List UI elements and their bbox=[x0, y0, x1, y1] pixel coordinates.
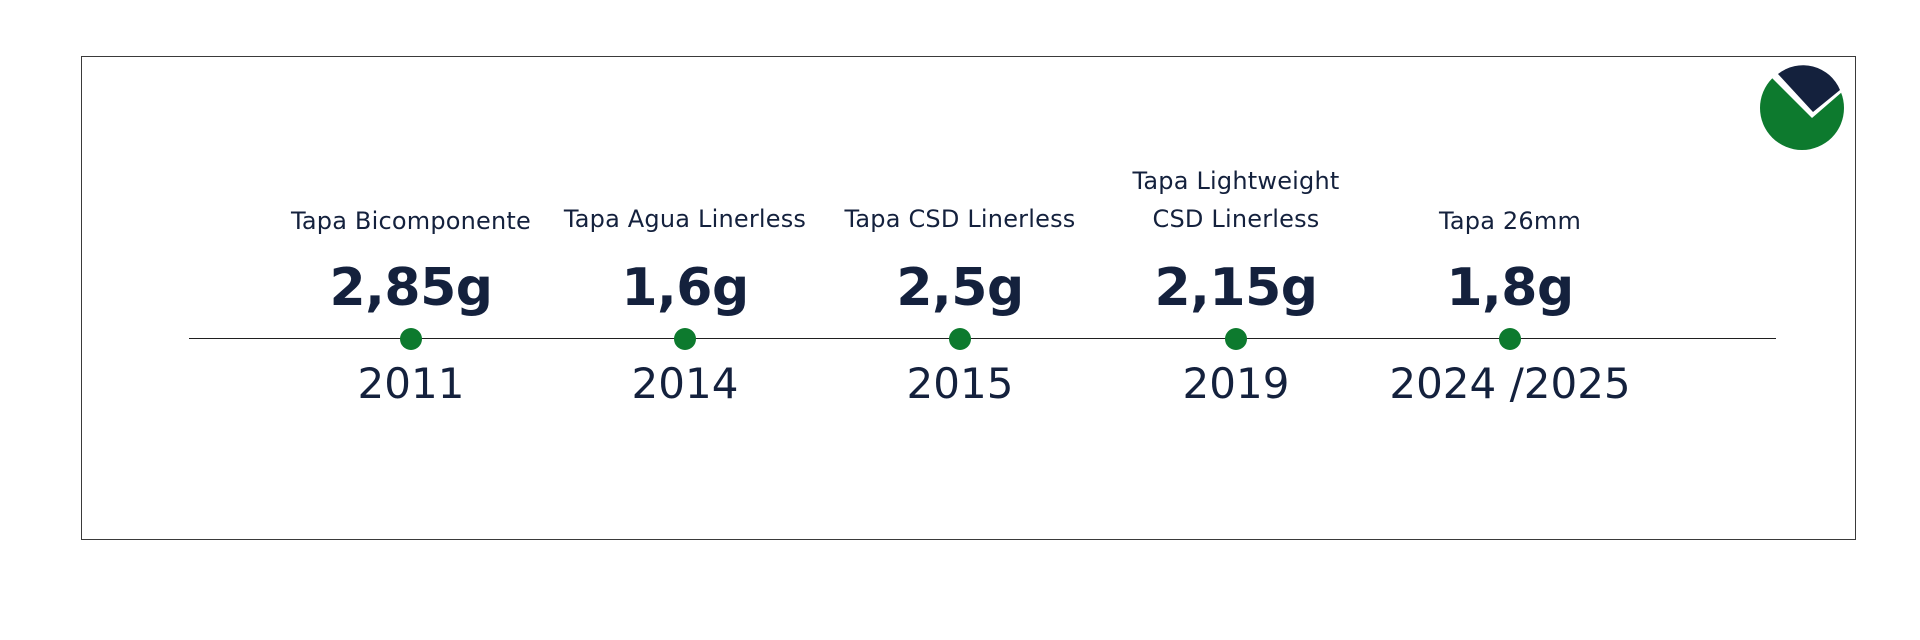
milestone-dot bbox=[674, 328, 696, 350]
milestone-label-line-1: Tapa Lightweight bbox=[1132, 167, 1340, 195]
milestone-year: 2024 /2025 bbox=[1389, 359, 1631, 408]
milestone-dot bbox=[949, 328, 971, 350]
milestone-dot bbox=[400, 328, 422, 350]
milestone-year: 2015 bbox=[906, 359, 1014, 408]
milestone-label-line-2: CSD Linerless bbox=[1152, 205, 1320, 233]
timeline-axis bbox=[189, 338, 1776, 339]
timeline-frame bbox=[81, 56, 1856, 540]
milestone-2014: Tapa Agua Linerless 1,6g 2014 bbox=[540, 0, 830, 640]
milestone-2024-2025: Tapa 26mm 1,8g 2024 /2025 bbox=[1365, 0, 1655, 640]
milestone-2011: Tapa Bicomponente 2,85g 2011 bbox=[266, 0, 556, 640]
milestone-weight: 1,8g bbox=[1446, 258, 1574, 318]
milestone-weight: 2,15g bbox=[1154, 258, 1318, 318]
milestone-weight: 2,85g bbox=[329, 258, 493, 318]
milestone-year: 2019 bbox=[1182, 359, 1290, 408]
milestone-weight: 2,5g bbox=[896, 258, 1024, 318]
milestone-label: Tapa CSD Linerless bbox=[844, 205, 1076, 233]
milestone-year: 2011 bbox=[357, 359, 465, 408]
milestone-dot bbox=[1499, 328, 1521, 350]
milestone-year: 2014 bbox=[631, 359, 739, 408]
milestone-label: Tapa 26mm bbox=[1438, 207, 1582, 235]
milestone-2019: Tapa Lightweight CSD Linerless 2,15g 201… bbox=[1091, 0, 1381, 640]
milestone-label: Tapa Agua Linerless bbox=[563, 205, 807, 233]
milestone-2015: Tapa CSD Linerless 2,5g 2015 bbox=[815, 0, 1105, 640]
milestone-label: Tapa Bicomponente bbox=[290, 207, 532, 235]
company-logo-icon bbox=[1760, 64, 1844, 150]
milestone-weight: 1,6g bbox=[621, 258, 749, 318]
milestone-dot bbox=[1225, 328, 1247, 350]
